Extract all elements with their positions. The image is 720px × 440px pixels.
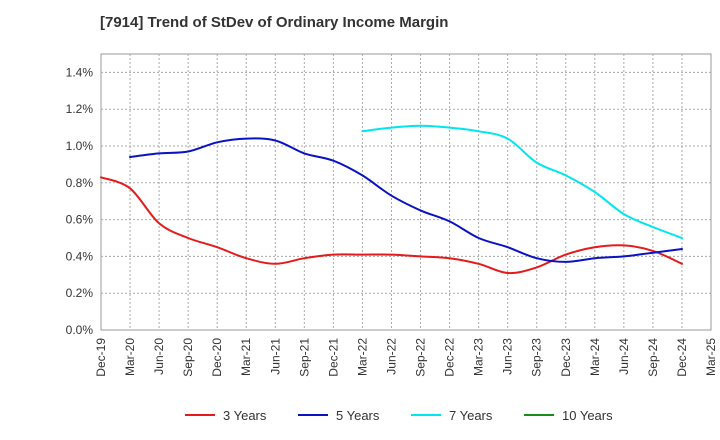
x-tick-label: Sep-20 <box>181 338 195 377</box>
x-tick-label: Dec-20 <box>210 338 224 377</box>
x-tick-label: Mar-25 <box>704 338 718 376</box>
x-tick-label: Mar-24 <box>588 338 602 376</box>
x-tick-label: Mar-20 <box>123 338 137 376</box>
x-tick-label: Dec-22 <box>443 338 457 377</box>
series-lines <box>100 124 683 275</box>
x-axis-ticks: Dec-19 Mar-20 Jun-20 Sep-20 Dec-20 Mar-21 Jun-… <box>94 338 718 377</box>
y-tick-label: 0.4% <box>66 249 94 263</box>
x-tick-label: Sep-24 <box>646 338 660 377</box>
legend-label-10-years: 10 Years <box>562 408 613 423</box>
x-tick-label: Sep-23 <box>530 338 544 377</box>
x-tick-label: Sep-21 <box>297 338 311 377</box>
y-axis-ticks: 0.0% 0.2% 0.4% 0.6% 0.8% 1.0% 1.2% 1.4% <box>66 65 94 337</box>
chart-title: [7914] Trend of StDev of Ordinary Income… <box>100 14 449 31</box>
y-tick-label: 1.0% <box>66 139 94 153</box>
x-tick-label: Jun-21 <box>268 338 282 375</box>
grid-lines <box>101 54 711 330</box>
legend-label-7-years: 7 Years <box>449 408 493 423</box>
x-tick-label: Jun-22 <box>384 338 398 375</box>
x-tick-label: Mar-23 <box>472 338 486 376</box>
y-tick-label: 0.8% <box>66 176 94 190</box>
x-tick-label: Mar-22 <box>355 338 369 376</box>
legend-label-5-years: 5 Years <box>336 408 380 423</box>
series-line-5-years <box>129 137 683 263</box>
x-tick-label: Mar-21 <box>239 338 253 376</box>
legend-label-3-years: 3 Years <box>223 408 267 423</box>
x-tick-label: Dec-24 <box>675 338 689 377</box>
plot-area <box>100 53 712 331</box>
x-tick-label: Dec-19 <box>94 338 108 377</box>
series-line-7-years <box>361 124 683 239</box>
x-tick-label: Dec-23 <box>559 338 573 377</box>
y-tick-label: 0.6% <box>66 213 94 227</box>
x-tick-label: Sep-22 <box>414 338 428 377</box>
x-tick-label: Jun-20 <box>152 338 166 375</box>
legend: 3 Years 5 Years 7 Years 10 Years <box>185 408 613 423</box>
series-line-3-years <box>100 176 683 275</box>
y-tick-label: 1.2% <box>66 102 94 116</box>
y-tick-label: 0.2% <box>66 286 94 300</box>
x-tick-label: Jun-23 <box>501 338 515 375</box>
y-tick-label: 0.0% <box>66 323 94 337</box>
x-tick-label: Dec-21 <box>326 338 340 377</box>
y-tick-label: 1.4% <box>66 65 94 79</box>
x-tick-label: Jun-24 <box>617 338 631 375</box>
